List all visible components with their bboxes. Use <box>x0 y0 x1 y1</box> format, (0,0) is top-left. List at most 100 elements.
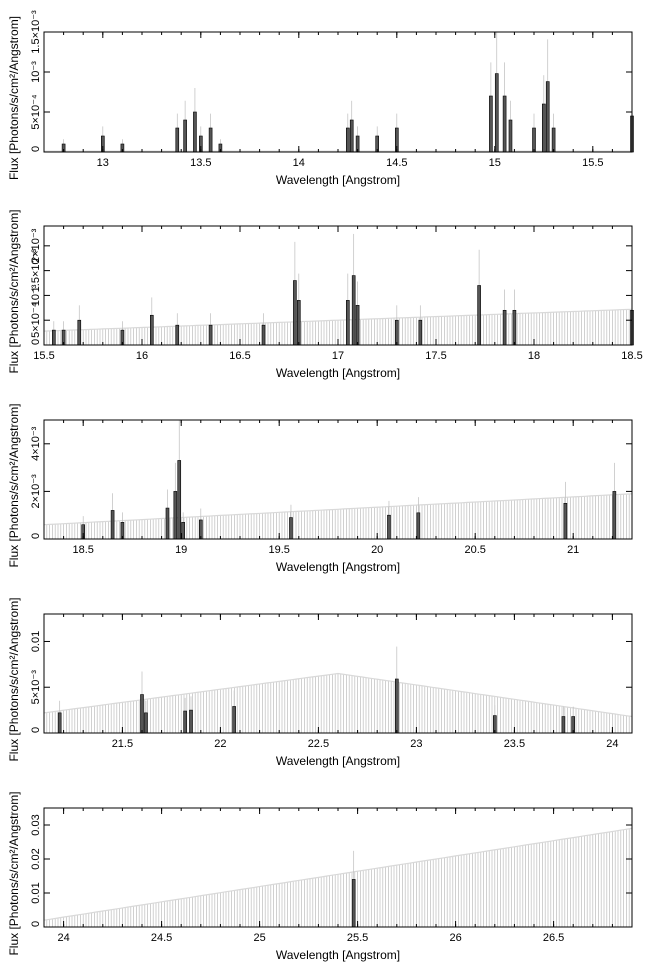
data-bin <box>508 119 513 153</box>
panel-2: 15.5 16 16.5 17 17.5 18 18.5 05×10⁻⁴10⁻³1.5×10⁻… <box>7 209 643 380</box>
x-tick-label: 21 <box>567 544 579 556</box>
y-tick-label: 5×10⁻⁴ <box>30 94 42 130</box>
data-bin <box>57 712 62 734</box>
data-bin <box>181 522 185 540</box>
y-tick-label: 4×10⁻³ <box>30 426 42 461</box>
data-bin <box>416 512 421 540</box>
data-bin <box>208 127 213 153</box>
x-tick-label: 15 <box>489 157 501 169</box>
x-tick-label: 23.5 <box>504 738 525 750</box>
data-bin <box>177 460 182 540</box>
data-bin <box>355 305 360 346</box>
y-axis-title: Flux [Photons/s/cm²/Angstrom] <box>7 597 21 761</box>
data-bin <box>345 127 350 153</box>
data-bin <box>387 514 391 540</box>
x-tick-label: 16.5 <box>229 350 250 362</box>
y-tick-label: 2×10⁻³ <box>30 228 42 263</box>
data-bin <box>296 300 301 346</box>
y-tick-label: 0.01 <box>30 631 42 652</box>
x-tick-label: 23 <box>410 738 422 750</box>
data-bin <box>261 324 266 346</box>
data-bin <box>293 280 297 346</box>
data-bin <box>349 119 354 153</box>
panel-3: 18.5 19 19.5 20 20.5 21 0 2×10⁻³ 4×10⁻³ Wavelengt… <box>7 403 633 574</box>
y-tick-label: 0.02 <box>30 848 42 869</box>
data-bin <box>551 127 556 153</box>
x-tick-label: 24.5 <box>151 932 172 944</box>
data-bin <box>541 103 546 153</box>
model-curve <box>43 827 633 921</box>
data-bin <box>110 510 115 540</box>
data-bin <box>189 709 193 734</box>
data-bin <box>563 502 568 540</box>
data-bin <box>77 319 82 346</box>
panel-5: 24 24.5 25 25.5 26 26.5 0 0.01 0.02 0.03 Wavelengt… <box>7 791 633 962</box>
y-axis-title: Flux [Photons/s/cm²/Angstrom] <box>7 403 21 567</box>
y-tick-label: 1.5×10⁻³ <box>30 10 42 54</box>
data-bin <box>612 491 617 540</box>
data-bin <box>144 712 148 734</box>
panel-1: 13 13.5 14 14.5 15 15.5 0 5×10⁻⁴ 10⁻³ 1.5×10⁻³ Wav… <box>7 10 634 187</box>
x-axis-title: Wavelength [Angstrom] <box>276 948 400 962</box>
y-tick-label: 0 <box>30 921 42 927</box>
data-bin <box>208 324 213 346</box>
data-bin <box>345 300 350 346</box>
y-tick-label: 0.01 <box>30 882 42 903</box>
x-tick-label: 17.5 <box>425 350 446 362</box>
data-bin <box>394 678 399 734</box>
y-tick-label: 2×10⁻³ <box>30 474 42 509</box>
data-bin <box>289 517 293 540</box>
data-bin <box>502 95 507 153</box>
data-bin <box>175 127 180 153</box>
data-bin <box>351 275 356 346</box>
y-axis-title: Flux [Photons/s/cm²/Angstrom] <box>7 791 21 955</box>
x-tick-label: 26 <box>449 932 461 944</box>
data-bin <box>545 81 550 153</box>
x-tick-label: 24 <box>606 738 618 750</box>
data-bin <box>232 706 236 734</box>
data-bin <box>140 694 144 734</box>
x-tick-label: 14 <box>293 157 305 169</box>
y-axis-title: Flux [Photons/s/cm²/Angstrom] <box>7 209 21 373</box>
data-bin <box>394 319 399 346</box>
y-axis-title: Flux [Photons/s/cm²/Angstrom] <box>7 16 21 180</box>
data-bin <box>418 319 423 346</box>
model-curve <box>43 308 633 332</box>
x-tick-label: 15.5 <box>582 157 603 169</box>
data-bin <box>561 716 566 734</box>
data-bin <box>193 111 197 153</box>
data-bin <box>532 127 536 153</box>
x-tick-label: 21.5 <box>112 738 133 750</box>
data-bin <box>477 285 481 346</box>
x-tick-label: 20 <box>371 544 383 556</box>
x-tick-label: 25.5 <box>347 932 368 944</box>
x-axis-title: Wavelength [Angstrom] <box>276 366 400 380</box>
model-curve <box>43 493 633 526</box>
data-bin <box>183 119 187 153</box>
y-tick-label: 0 <box>30 146 42 152</box>
y-tick-label: 0.03 <box>30 814 42 835</box>
x-tick-label: 19.5 <box>268 544 289 556</box>
y-tick-label: 0 <box>30 339 42 345</box>
data-bin <box>502 309 507 346</box>
y-tick-label: 10⁻³ <box>30 284 42 306</box>
data-bin <box>183 710 187 734</box>
data-bin <box>165 507 170 540</box>
y-tick-label: 1.5×10⁻³ <box>30 249 42 293</box>
data-bin <box>175 324 180 346</box>
y-tick-label: 5×10⁻³ <box>30 670 42 705</box>
data-bin <box>512 309 517 346</box>
data-bin <box>489 95 493 153</box>
x-tick-label: 18.5 <box>72 544 93 556</box>
x-tick-label: 18.5 <box>621 350 642 362</box>
y-tick-label: 0 <box>30 533 42 539</box>
x-tick-label: 19 <box>175 544 187 556</box>
x-axis-title: Wavelength [Angstrom] <box>276 754 400 768</box>
x-tick-label: 24 <box>57 932 69 944</box>
y-tick-label: 0 <box>30 727 42 733</box>
panel-4: 21.5 22 22.5 23 23.5 24 0 5×10⁻³ 0.01 Wavelength … <box>7 597 633 768</box>
data-bin <box>351 879 356 928</box>
data-bin <box>51 329 56 346</box>
x-tick-label: 22 <box>214 738 226 750</box>
